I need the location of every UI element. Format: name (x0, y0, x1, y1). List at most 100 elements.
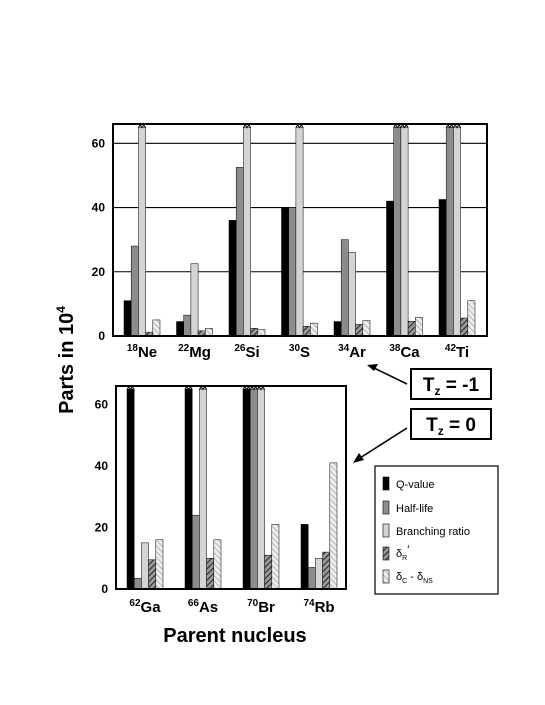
bar-half-life (393, 126, 402, 337)
bar-half-life (235, 167, 244, 337)
bar-half-life (130, 245, 139, 337)
y-tick-label: 0 (98, 329, 105, 343)
bar-delta-c-minus-delta-ns (467, 300, 476, 337)
bar-branching-ratio (348, 252, 356, 337)
bar-branching-ratio (257, 388, 265, 590)
bar-branching-ratio (295, 126, 304, 337)
legend-item-half-life: Half-life (382, 500, 433, 515)
bar-delta-r (460, 317, 469, 337)
bar-q-value (333, 321, 342, 337)
bar-half-life (183, 314, 192, 337)
bar-half-life (191, 514, 200, 590)
bar-delta-r (322, 551, 331, 590)
bar-q-value (184, 388, 193, 590)
top-bars (123, 123, 476, 337)
bar-q-value (438, 199, 447, 337)
bar-branching-ratio (453, 126, 461, 337)
bar-delta-r (250, 328, 259, 337)
bar-q-value (386, 200, 394, 337)
bar-delta-c-minus-delta-ns (329, 462, 338, 590)
bar-branching-ratio (400, 126, 409, 337)
top-chart: 0 20 40 60 18Ne 22Mg 26Si 30S 34Ar 38Ca 42Ti (92, 123, 488, 361)
bar-delta-r (302, 326, 311, 337)
bar-q-value (300, 524, 309, 590)
y-tick-label: 60 (95, 397, 109, 411)
arrow-to-top-chart (367, 364, 408, 385)
top-plot-frame (112, 123, 488, 337)
svg-text:Q-value: Q-value (396, 479, 435, 491)
bar-break-mark (242, 123, 252, 129)
bar-branching-ratio (243, 126, 251, 337)
y-tick-label: 20 (92, 265, 106, 279)
bar-delta-r (264, 554, 273, 590)
bar-delta-r (355, 324, 364, 337)
bottom-chart: 0 20 40 60 62Ga 66As 70Br 74Rb (95, 385, 347, 616)
bar-branching-ratio (190, 263, 199, 337)
bar-branching-ratio (315, 557, 323, 590)
bar-break-mark (249, 385, 258, 391)
bar-delta-c-minus-delta-ns (310, 322, 318, 337)
svg-text:Tz = 0: Tz = 0 (426, 415, 476, 438)
bar-branching-ratio (141, 542, 149, 590)
bar-break-mark (198, 385, 208, 391)
svg-text:δR′: δR′ (396, 544, 409, 562)
bar-break-mark (256, 385, 266, 391)
bar-delta-r (407, 320, 416, 337)
bar-delta-r (206, 557, 215, 590)
bar-half-life (445, 126, 454, 337)
category-label: 38Ca (389, 343, 420, 361)
svg-text:Tz = -1: Tz = -1 (423, 375, 480, 398)
annotation-tz-0: Tz = 0 (410, 408, 492, 440)
category-label: 42Ti (445, 343, 469, 361)
bottom-category-labels: 62Ga 66As 70Br 74Rb (129, 598, 334, 616)
bar-break-mark (137, 123, 147, 129)
arrow-to-bottom-chart (353, 427, 408, 463)
legend: Q-value Half-life Branching ratio δR′ δC… (374, 465, 499, 595)
category-label: 62Ga (129, 598, 161, 616)
category-label: 22Mg (178, 343, 211, 361)
bar-break-mark (400, 123, 409, 129)
bar-half-life (249, 388, 258, 590)
svg-text:Half-life: Half-life (396, 503, 433, 515)
legend-item-q-value: Q-value (382, 476, 435, 491)
category-label: 26Si (234, 343, 259, 361)
bar-half-life (307, 567, 316, 590)
bar-half-life (288, 207, 297, 337)
bar-delta-c-minus-delta-ns (155, 539, 164, 590)
bar-delta-c-minus-delta-ns (271, 524, 280, 590)
svg-text:δC - δNS: δC - δNS (396, 571, 433, 585)
category-label: 66As (188, 598, 218, 616)
bottom-plot-frame (115, 385, 347, 590)
bar-half-life (340, 239, 349, 337)
top-y-ticks: 0 20 40 60 (92, 136, 106, 343)
bar-break-mark (126, 385, 135, 391)
bar-branching-ratio (199, 388, 207, 590)
category-label: 74Rb (303, 598, 334, 616)
x-axis-label: Parent nucleus (163, 625, 306, 647)
annotation-tz-minus-1: Tz = -1 (410, 368, 492, 400)
legend-item-delta-r: δR′ (382, 544, 409, 562)
bar-delta-c-minus-delta-ns (415, 317, 423, 337)
bar-break-mark (393, 123, 402, 129)
bar-break-mark (295, 123, 304, 129)
category-label: 18Ne (127, 343, 157, 361)
bar-break-mark (452, 123, 462, 129)
bar-break-mark (445, 123, 454, 129)
y-tick-label: 0 (101, 582, 108, 596)
y-tick-label: 20 (95, 520, 109, 534)
bar-delta-c-minus-delta-ns (362, 320, 371, 337)
bar-q-value (123, 300, 132, 337)
y-tick-label: 60 (92, 136, 106, 150)
legend-frame (374, 465, 499, 595)
y-tick-label: 40 (95, 459, 109, 473)
category-label: 70Br (247, 598, 275, 616)
svg-text:Branching ratio: Branching ratio (396, 526, 470, 538)
bar-delta-c-minus-delta-ns (152, 319, 161, 337)
bottom-y-ticks: 0 20 40 60 (95, 397, 109, 596)
bar-q-value (176, 321, 184, 337)
bar-break-mark (184, 385, 193, 391)
bar-q-value (281, 207, 289, 337)
bar-delta-c-minus-delta-ns (213, 539, 222, 590)
category-label: 30S (289, 343, 310, 361)
